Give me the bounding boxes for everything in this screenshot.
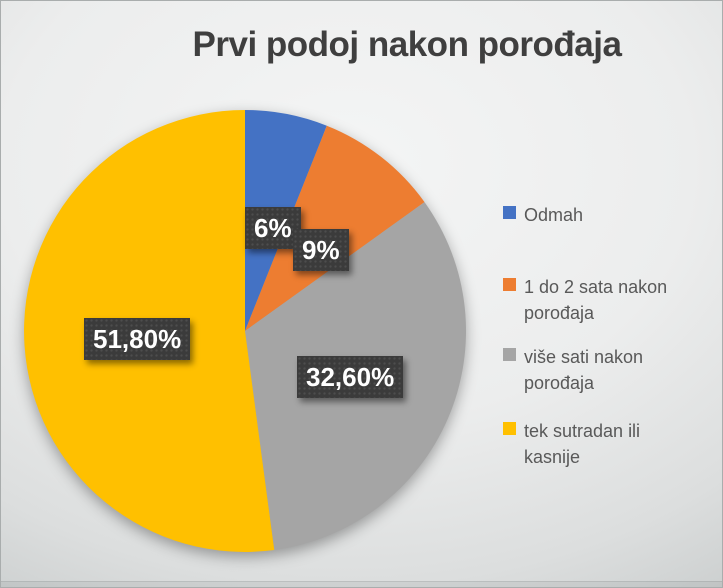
- legend-item-label: 1 do 2 sata nakon porođaja: [524, 277, 668, 323]
- data-label-tek-sutradan[interactable]: 51,80%: [84, 318, 191, 360]
- data-label-odmah[interactable]: 6%: [245, 207, 301, 249]
- legend-item-label: Odmah: [524, 205, 584, 225]
- legend-item-odmah[interactable]: Odmah: [503, 202, 692, 228]
- legend-color-swatch: [503, 206, 516, 219]
- chart-title[interactable]: Prvi podoj nakon porođaja: [192, 25, 622, 64]
- legend-color-swatch: [503, 422, 516, 435]
- pie-slice-1[interactable]: [245, 125, 425, 332]
- legend: Odmah 1 do 2 sata nakon porođaja više sa…: [503, 1, 713, 587]
- legend-item-1-do-2-sata[interactable]: 1 do 2 sata nakon porođaja: [503, 274, 692, 326]
- legend-item-label: tek sutradan ili kasnije: [524, 421, 641, 467]
- legend-item-tek-sutradan[interactable]: tek sutradan ili kasnije: [503, 418, 692, 470]
- legend-item-label: više sati nakon porođaja: [524, 347, 644, 393]
- legend-color-swatch: [503, 348, 516, 361]
- slide-bottom-edge: [1, 581, 722, 587]
- data-label-1-do-2-sata[interactable]: 9%: [293, 229, 349, 271]
- legend-color-swatch: [503, 278, 516, 291]
- legend-item-vise-sati[interactable]: više sati nakon porođaja: [503, 344, 692, 396]
- data-label-vise-sati[interactable]: 32,60%: [297, 356, 404, 398]
